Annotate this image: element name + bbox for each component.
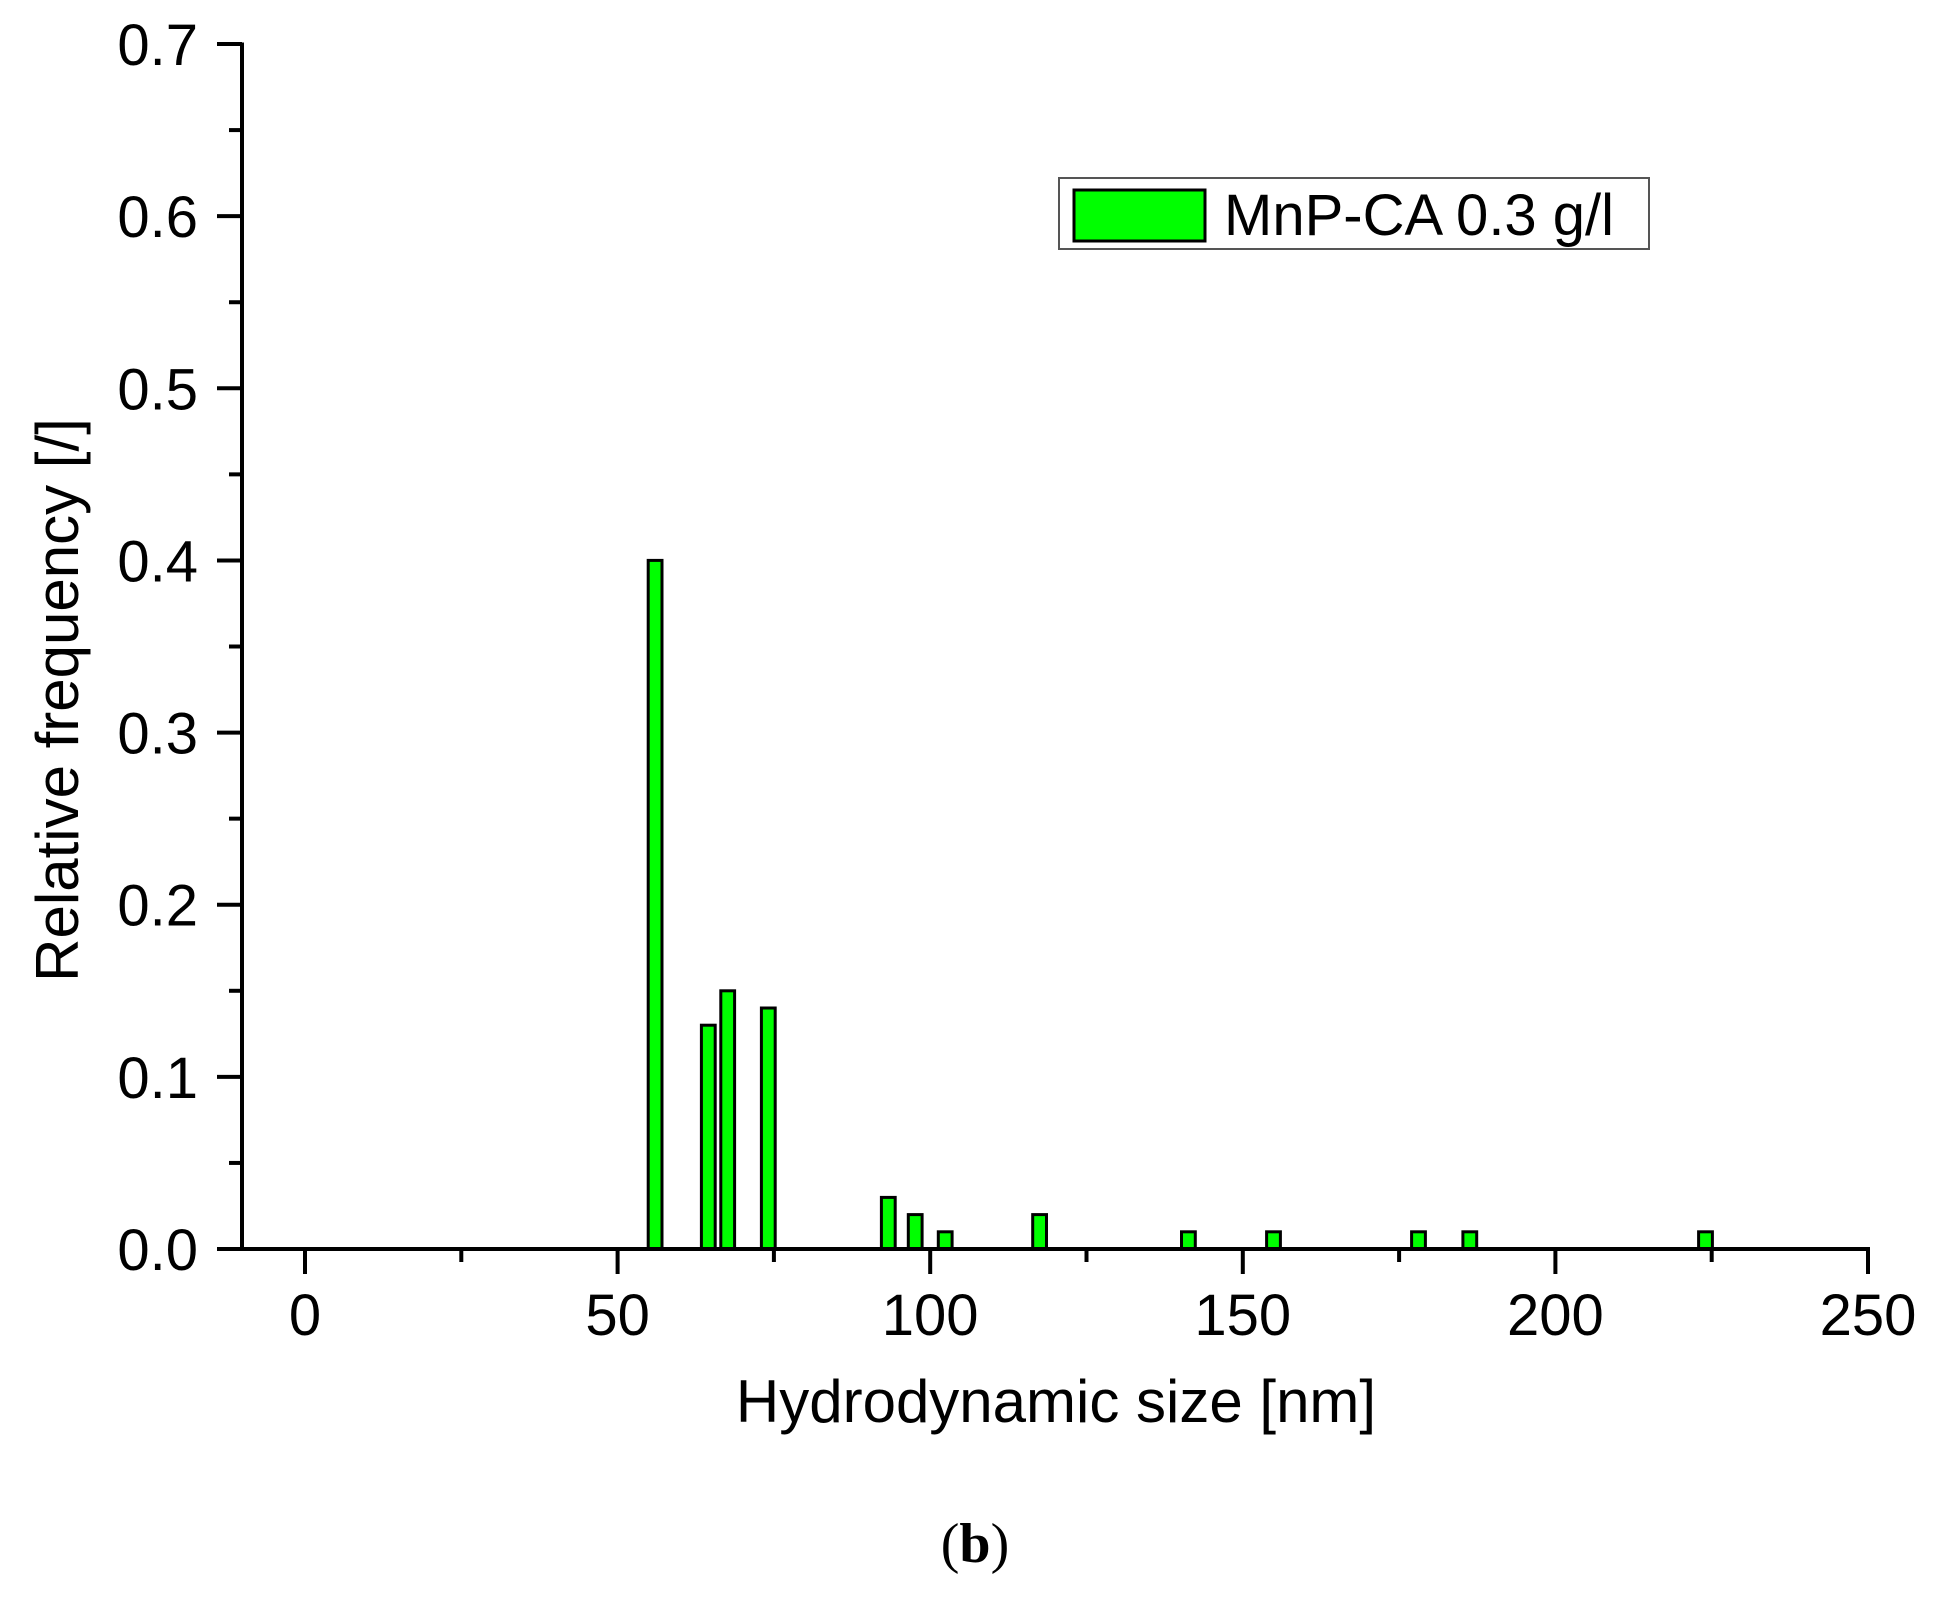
- x-tick-label: 0: [289, 1283, 321, 1348]
- x-tick-label: 200: [1507, 1283, 1604, 1348]
- bar: [1265, 1230, 1282, 1251]
- bar-series: [646, 558, 1714, 1251]
- bar: [879, 1195, 897, 1251]
- bar: [759, 1006, 777, 1251]
- tick-labels: 0.0 0.1 0.2 0.3 0.4 0.5 0.6 0.7 0 50 100 150 200 250: [117, 13, 1916, 1348]
- y-axis-title: Relative frequency [/]: [24, 418, 91, 982]
- y-tick-label: 0.1: [117, 1046, 198, 1111]
- bar: [906, 1213, 924, 1251]
- bar: [1697, 1230, 1714, 1251]
- y-tick-label: 0.3: [117, 702, 198, 767]
- x-tick-label: 250: [1820, 1283, 1917, 1348]
- legend-swatch: [1072, 188, 1207, 243]
- panel-label: (b): [941, 1513, 1009, 1575]
- bar: [699, 1023, 717, 1251]
- y-tick-label: 0.7: [117, 13, 198, 78]
- bar: [1410, 1230, 1427, 1251]
- x-tick-label: 50: [585, 1283, 650, 1348]
- bar: [1180, 1230, 1197, 1251]
- x-tick-label: 100: [882, 1283, 979, 1348]
- legend-label: MnP-CA 0.3 g/l: [1224, 183, 1614, 248]
- bar: [646, 558, 664, 1251]
- y-tick-label: 0.0: [117, 1218, 198, 1283]
- bar: [719, 989, 737, 1251]
- y-tick-label: 0.4: [117, 529, 198, 594]
- y-tick-label: 0.5: [117, 357, 198, 422]
- legend: MnP-CA 0.3 g/l: [1058, 177, 1650, 250]
- bar: [936, 1230, 954, 1251]
- x-axis-title: Hydrodynamic size [nm]: [736, 1368, 1376, 1435]
- bar: [1461, 1230, 1479, 1251]
- y-tick-label: 0.6: [117, 185, 198, 250]
- axes: [217, 42, 1870, 1274]
- x-tick-label: 150: [1194, 1283, 1291, 1348]
- y-tick-label: 0.2: [117, 874, 198, 939]
- bar: [1031, 1213, 1048, 1251]
